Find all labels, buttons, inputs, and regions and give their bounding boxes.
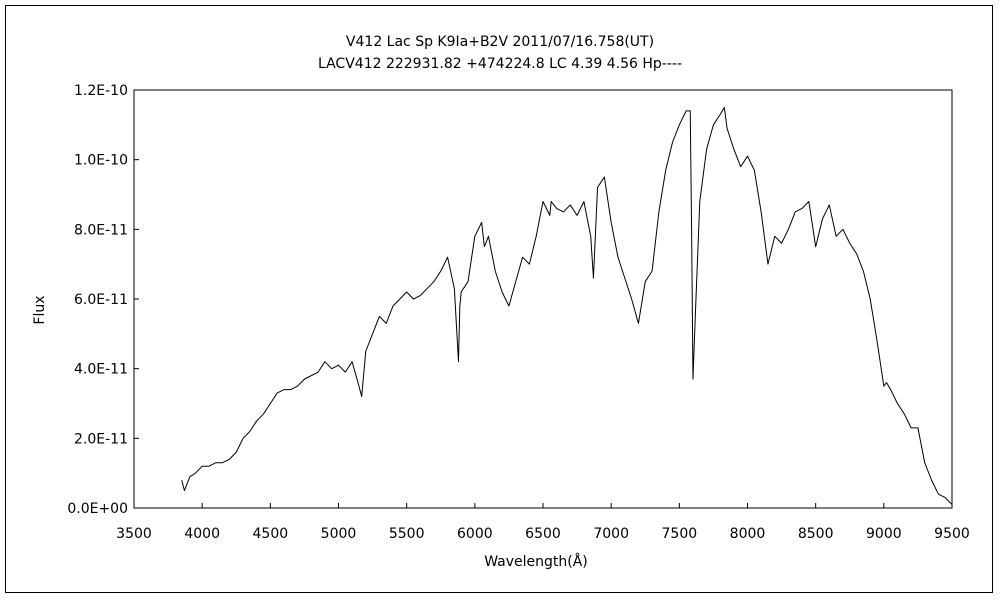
spectrum-chart: V412 Lac Sp K9Ia+B2V 2011/07/16.758(UT) … [32,34,970,570]
x-axis: 3500 4000 4500 5000 5500 6000 6500 7000 7500 8000… [116,503,970,542]
x-tick-label: 6500 [525,526,561,542]
series-layer [181,106,953,505]
x-tick-label: 8000 [730,526,766,542]
y-axis-label: Flux [32,295,48,324]
x-axis-label: Wavelength(Å) [484,553,588,570]
x-tick-label: 6000 [457,526,493,542]
x-tick-label: 9000 [866,526,902,542]
y-axis: 0.0E+00 2.0E-11 4.0E-11 6.0E-11 8.0E-11 1.0E-… [67,83,139,517]
x-tick-label: 8500 [798,526,834,542]
y-tick-label: 4.0E-11 [74,362,128,378]
y-tick-label: 0.0E+00 [67,501,128,517]
x-tick-label: 7500 [662,526,698,542]
x-tick-label: 9500 [934,526,970,542]
x-tick-label: 5000 [321,526,357,542]
plot-area [133,89,953,509]
y-tick-label: 8.0E-11 [74,222,128,238]
x-tick-label: 3500 [116,526,152,542]
y-tick-label: 1.2E-10 [74,83,128,99]
y-tick-label: 6.0E-11 [74,292,128,308]
x-tick-label: 5500 [389,526,425,542]
chart-subtitle: LACV412 222931.82 +474224.8 LC 4.39 4.56… [318,56,682,72]
chart-title: V412 Lac Sp K9Ia+B2V 2011/07/16.758(UT) [346,34,654,50]
x-tick-label: 4000 [184,526,220,542]
y-tick-label: 1.0E-10 [74,153,128,169]
x-tick-label: 7000 [593,526,629,542]
y-tick-label: 2.0E-11 [74,431,128,447]
spectrum-line [181,106,953,505]
chart-frame: V412 Lac Sp K9Ia+B2V 2011/07/16.758(UT) … [5,5,993,593]
x-tick-label: 4500 [253,526,289,542]
